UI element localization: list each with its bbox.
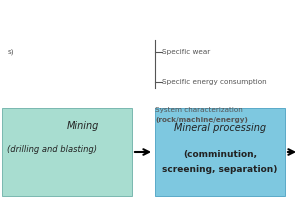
Text: (rock/machine/energy): (rock/machine/energy) (155, 117, 248, 123)
Text: System characterization: System characterization (155, 107, 243, 113)
Text: screening, separation): screening, separation) (162, 166, 278, 174)
FancyBboxPatch shape (155, 108, 285, 196)
FancyBboxPatch shape (2, 108, 132, 196)
Text: (comminution,: (comminution, (183, 150, 257, 158)
Text: (drilling and blasting): (drilling and blasting) (7, 146, 97, 154)
Text: s): s) (8, 49, 14, 55)
Text: Mining: Mining (67, 121, 99, 131)
Text: Specific energy consumption: Specific energy consumption (162, 79, 267, 85)
Text: Specific wear: Specific wear (162, 49, 210, 55)
Text: Mineral processing: Mineral processing (174, 123, 266, 133)
